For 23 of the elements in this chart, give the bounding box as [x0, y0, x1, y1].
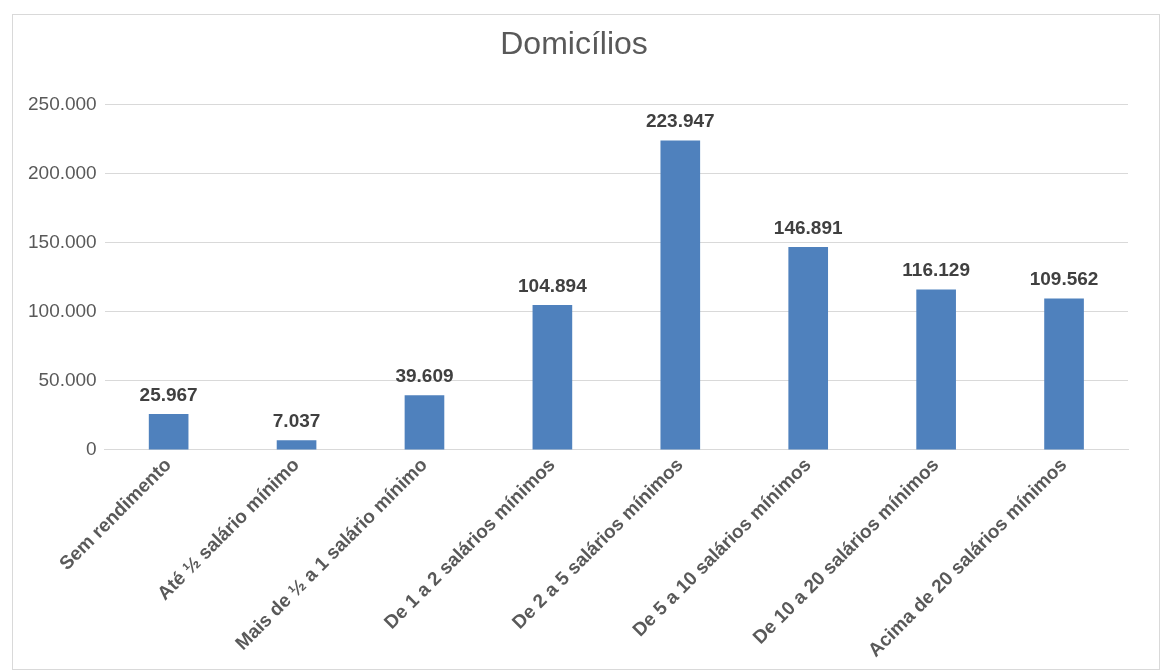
bar: [404, 395, 445, 450]
bar: [148, 414, 189, 450]
bar: [660, 140, 701, 450]
data-label: 39.609: [395, 364, 454, 386]
data-label: 7.037: [272, 409, 321, 431]
data-label: 25.967: [139, 383, 198, 405]
data-label: 109.562: [1029, 268, 1099, 290]
y-tick-label: 200.000: [27, 161, 97, 183]
y-tick-label: 50.000: [38, 369, 97, 391]
bar: [1044, 298, 1084, 450]
data-label: 104.894: [518, 274, 588, 296]
y-tick-label: 150.000: [27, 230, 97, 252]
bar: [276, 440, 317, 450]
y-tick-label: 250.000: [27, 92, 97, 114]
y-tick-label: 0: [86, 438, 97, 460]
y-tick-label: 100.000: [27, 299, 97, 321]
data-label: 146.891: [773, 216, 843, 238]
chart-title: Domicílios: [500, 25, 648, 62]
bar: [788, 246, 829, 450]
bar: [532, 304, 573, 450]
data-label: 116.129: [902, 259, 970, 281]
data-label: 223.947: [645, 110, 715, 132]
bar: [916, 289, 956, 450]
